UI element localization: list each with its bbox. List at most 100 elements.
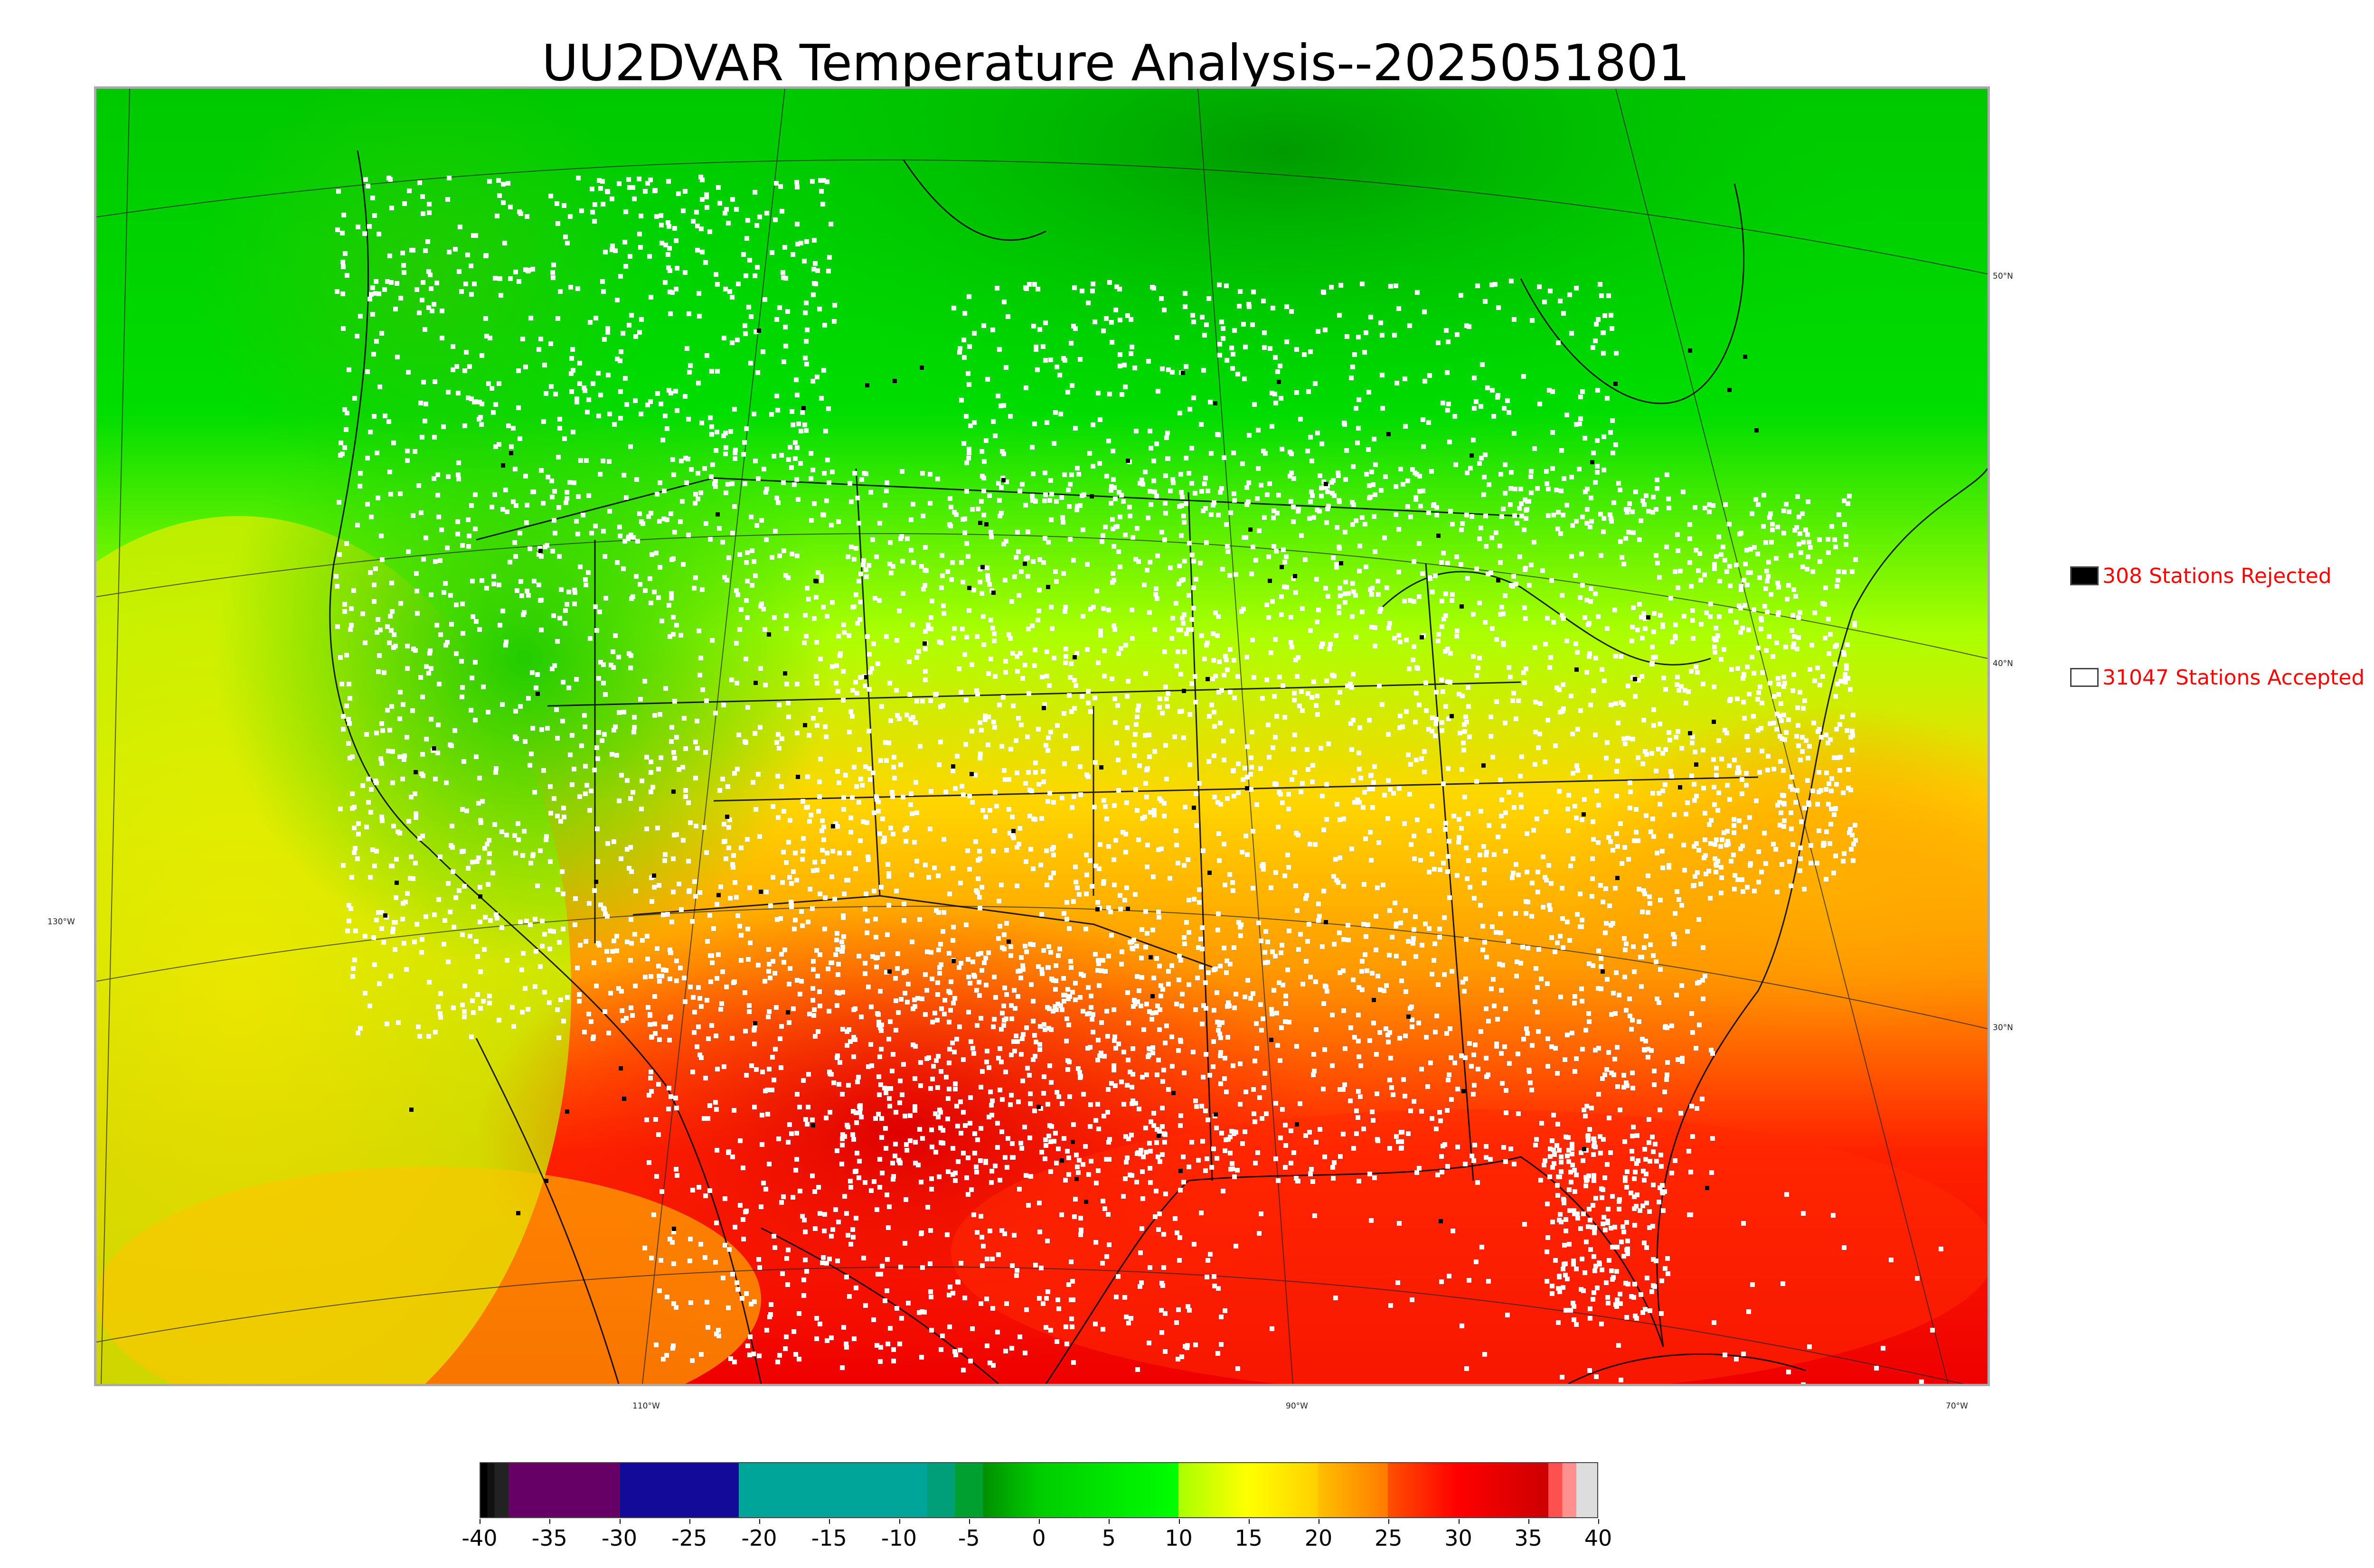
station-accepted-marker [1245,978,1250,983]
station-accepted-marker [601,681,606,685]
station-accepted-marker [1232,328,1237,333]
station-accepted-marker [346,741,351,746]
station-accepted-marker [584,458,589,463]
station-accepted-marker [900,469,904,474]
station-accepted-marker [1122,898,1127,902]
station-accepted-marker [1252,402,1257,407]
station-accepted-marker [1197,887,1202,892]
station-accepted-marker [820,848,825,853]
station-accepted-marker [1101,881,1106,886]
station-accepted-marker [849,499,854,504]
station-accepted-marker [962,652,967,657]
station-accepted-marker [959,961,963,966]
station-accepted-marker [826,269,831,273]
station-accepted-marker [1057,373,1062,377]
station-accepted-marker [1413,954,1418,959]
station-accepted-marker [610,244,615,248]
station-accepted-marker [812,501,817,506]
station-accepted-marker [889,571,894,575]
station-accepted-marker [976,952,980,957]
station-accepted-marker [1212,1008,1216,1013]
station-accepted-marker [1357,767,1362,771]
station-accepted-marker [722,575,727,580]
station-accepted-marker [493,770,498,775]
station-accepted-marker [1476,1067,1480,1071]
station-accepted-marker [421,380,426,385]
station-accepted-marker [1055,365,1059,369]
station-accepted-marker [1281,983,1285,987]
station-accepted-marker [424,402,428,406]
station-accepted-marker [1197,900,1202,905]
station-accepted-marker [1590,876,1595,881]
station-accepted-marker [1503,491,1507,496]
station-accepted-marker [583,764,588,769]
station-accepted-marker [1394,954,1399,958]
station-accepted-marker [1443,827,1448,832]
station-accepted-marker [505,958,509,963]
station-accepted-marker [970,729,974,733]
station-accepted-marker [1102,648,1107,653]
station-accepted-marker [696,497,700,501]
station-accepted-marker [460,807,465,812]
station-accepted-marker [1157,915,1161,920]
station-accepted-marker [1518,792,1523,797]
station-accepted-marker [348,756,352,761]
station-accepted-marker [629,941,634,946]
station-accepted-marker [1084,873,1089,877]
station-accepted-marker [1595,438,1600,443]
station-accepted-marker [986,742,990,747]
station-accepted-marker [724,856,728,861]
station-accepted-marker [1033,648,1037,652]
station-accepted-marker [868,1042,873,1047]
station-accepted-marker [1843,672,1847,677]
station-accepted-marker [951,636,956,640]
station-accepted-marker [674,238,678,243]
station-accepted-marker [640,779,644,783]
station-accepted-marker [1182,559,1187,563]
station-accepted-marker [374,849,379,854]
station-accepted-marker [840,990,845,995]
station-accepted-marker [402,270,406,275]
station-accepted-marker [1072,678,1077,683]
station-accepted-marker [1740,626,1745,630]
station-accepted-marker [961,517,965,522]
station-accepted-marker [451,344,455,349]
station-accepted-marker [1373,492,1377,497]
station-accepted-marker [983,956,988,960]
station-accepted-marker [565,241,570,245]
station-accepted-marker [1824,877,1828,882]
station-accepted-marker [1116,788,1121,793]
station-accepted-marker [1147,610,1152,615]
station-accepted-marker [1387,1078,1392,1082]
station-accepted-marker [895,951,900,956]
station-accepted-marker [1101,958,1105,963]
station-accepted-marker [1623,536,1628,541]
station-accepted-marker [374,780,379,785]
station-accepted-marker [487,838,491,843]
station-accepted-marker [612,839,616,844]
station-accepted-marker [1366,447,1371,452]
station-accepted-marker [1199,1104,1204,1108]
station-accepted-marker [819,574,824,579]
station-accepted-marker [1643,749,1648,754]
station-accepted-marker [413,791,417,796]
station-accepted-marker [347,682,351,686]
station-accepted-marker [1004,365,1008,370]
station-accepted-marker [1054,978,1058,983]
station-accepted-marker [1096,660,1101,665]
station-accepted-marker [984,438,989,443]
station-accepted-marker [631,185,635,190]
station-accepted-marker [1565,1154,1570,1158]
station-accepted-marker [551,929,556,934]
station-accepted-marker [1756,502,1761,507]
station-accepted-marker [1511,691,1516,695]
station-accepted-marker [1137,763,1142,768]
station-accepted-marker [1637,537,1642,542]
temperature-map[interactable] [94,86,1990,1386]
station-accepted-marker [693,740,698,744]
station-accepted-marker [1015,770,1019,775]
station-accepted-marker [665,912,670,917]
station-accepted-marker [708,979,713,984]
station-accepted-marker [1346,938,1351,942]
station-accepted-marker [1773,847,1778,852]
